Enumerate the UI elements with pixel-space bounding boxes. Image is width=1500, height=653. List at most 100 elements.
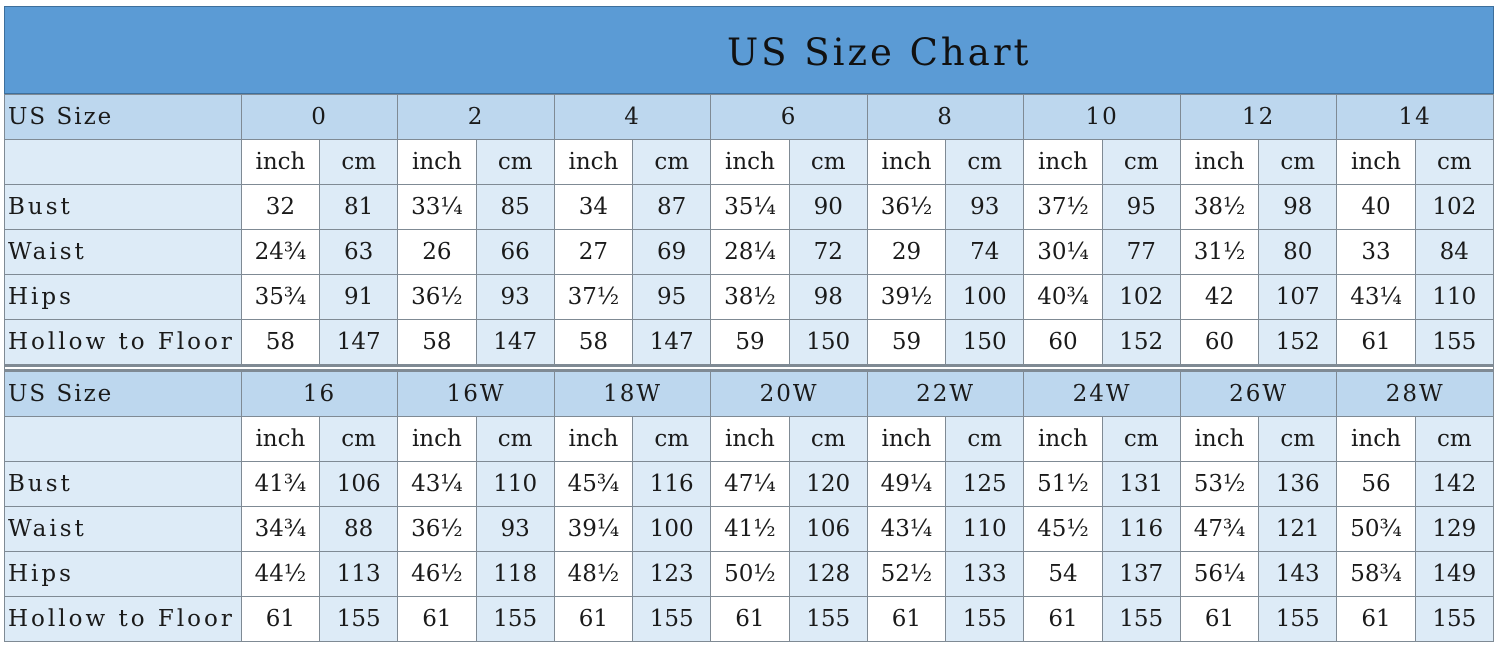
value-inch-cell: 61 [1023,596,1103,642]
size-header-cell: 4 [553,94,712,140]
value-cm-cell: 125 [945,461,1025,507]
value-inch-cell: 31½ [1179,229,1260,275]
size-header-cell: 14 [1336,94,1494,140]
unit-inch-cell: inch [710,139,790,185]
unit-cm-cell: cm [319,139,399,185]
size-header-row: US Size 0 2 4 6 8 10 12 14 [4,94,1494,140]
value-cm-cell: 98 [788,274,868,320]
measure-label: Waist [4,506,242,552]
value-inch-cell: 37½ [1023,184,1103,230]
measure-label: Hips [4,551,242,597]
unit-row: inch cm inch cm inch cm inch cm inch cm inch cm inch… [4,416,1495,462]
unit-row-label [4,416,242,462]
value-cm-cell: 116 [1101,506,1181,552]
size-table-1: US Size 0 2 4 6 8 10 12 14 inch cm inch cm inch cm inch… [4,94,1495,365]
unit-inch-cell: inch [240,416,321,462]
value-inch-cell: 39¼ [553,506,634,552]
unit-inch-cell: inch [866,416,947,462]
measure-row: Bust 41¾ 106 43¼ 110 45¾ 116 47¼ 120 49¼ 125 51½ 131… [4,461,1495,507]
unit-cm-cell: cm [319,416,399,462]
value-cm-cell: 110 [475,461,555,507]
unit-cm-cell: cm [632,416,712,462]
value-inch-cell: 36½ [397,506,477,552]
size-header-cell: 16 [240,371,399,417]
value-cm-cell: 85 [475,184,555,230]
value-inch-cell: 61 [1336,596,1416,642]
size-header-cell: 12 [1179,94,1338,140]
size-header-row: US Size 16 16W 18W 20W 22W 24W 26W 28W [4,371,1494,417]
size-header-cell: 0 [240,94,399,140]
value-inch-cell: 61 [397,596,477,642]
unit-inch-cell: inch [1179,416,1260,462]
value-cm-cell: 80 [1258,229,1338,275]
size-header-cell: 8 [866,94,1025,140]
value-inch-cell: 61 [866,596,947,642]
value-inch-cell: 28¼ [710,229,790,275]
unit-cm-cell: cm [945,139,1025,185]
value-cm-cell: 147 [319,319,399,365]
unit-inch-cell: inch [1023,139,1103,185]
value-inch-cell: 48½ [553,551,634,597]
value-cm-cell: 100 [632,506,712,552]
measure-row: Hips 35¾ 91 36½ 93 37½ 95 38½ 98 39½ 100 40¾ 102 42 10… [4,274,1495,320]
value-inch-cell: 43¼ [866,506,947,552]
value-inch-cell: 58 [553,319,634,365]
unit-cm-cell: cm [788,139,868,185]
size-header-cell: 18W [553,371,712,417]
value-cm-cell: 147 [632,319,712,365]
unit-cm-cell: cm [945,416,1025,462]
value-cm-cell: 98 [1258,184,1338,230]
chart-title: US Size Chart [727,31,1032,74]
unit-inch-cell: inch [397,416,477,462]
size-row-label: US Size [4,94,242,140]
measure-label: Waist [4,229,242,275]
value-inch-cell: 32 [240,184,321,230]
unit-row: inch cm inch cm inch cm inch cm inch cm inch cm inch… [4,139,1495,185]
title-bar: US Size Chart [4,6,1494,94]
unit-cm-cell: cm [475,139,555,185]
value-inch-cell: 56 [1336,461,1416,507]
value-cm-cell: 155 [475,596,555,642]
value-inch-cell: 61 [710,596,790,642]
value-cm-cell: 95 [1101,184,1181,230]
value-inch-cell: 29 [866,229,947,275]
value-inch-cell: 26 [397,229,477,275]
value-inch-cell: 50¾ [1336,506,1416,552]
value-inch-cell: 44½ [240,551,321,597]
value-inch-cell: 61 [1336,319,1416,365]
value-inch-cell: 43¼ [1336,274,1416,320]
value-cm-cell: 131 [1101,461,1181,507]
measure-row: Hollow to Floor 61 155 61 155 61 155 61 155 61 155… [4,596,1495,642]
value-cm-cell: 120 [788,461,868,507]
value-cm-cell: 81 [319,184,399,230]
size-header-cell: 26W [1179,371,1338,417]
value-cm-cell: 84 [1414,229,1495,275]
value-inch-cell: 51½ [1023,461,1103,507]
measure-row: Hips 44½ 113 46½ 118 48½ 123 50½ 128 52½ 133 54 137 5… [4,551,1495,597]
unit-inch-cell: inch [240,139,321,185]
value-inch-cell: 33 [1336,229,1416,275]
value-inch-cell: 59 [866,319,947,365]
value-inch-cell: 61 [553,596,634,642]
value-cm-cell: 90 [788,184,868,230]
value-cm-cell: 123 [632,551,712,597]
value-inch-cell: 38½ [1179,184,1260,230]
unit-cm-cell: cm [788,416,868,462]
measure-label: Bust [4,461,242,507]
value-cm-cell: 69 [632,229,712,275]
value-cm-cell: 155 [1414,596,1495,642]
value-inch-cell: 54 [1023,551,1103,597]
value-cm-cell: 91 [319,274,399,320]
value-cm-cell: 152 [1258,319,1338,365]
measure-label: Hollow to Floor [4,596,242,642]
unit-inch-cell: inch [397,139,477,185]
value-inch-cell: 60 [1179,319,1260,365]
value-inch-cell: 35¼ [710,184,790,230]
value-cm-cell: 143 [1258,551,1338,597]
value-inch-cell: 61 [240,596,321,642]
size-tables: US Size 0 2 4 6 8 10 12 14 inch cm inch cm inch cm inch… [4,94,1495,642]
value-inch-cell: 30¼ [1023,229,1103,275]
value-cm-cell: 155 [1414,319,1495,365]
value-cm-cell: 66 [475,229,555,275]
unit-cm-cell: cm [1414,139,1495,185]
